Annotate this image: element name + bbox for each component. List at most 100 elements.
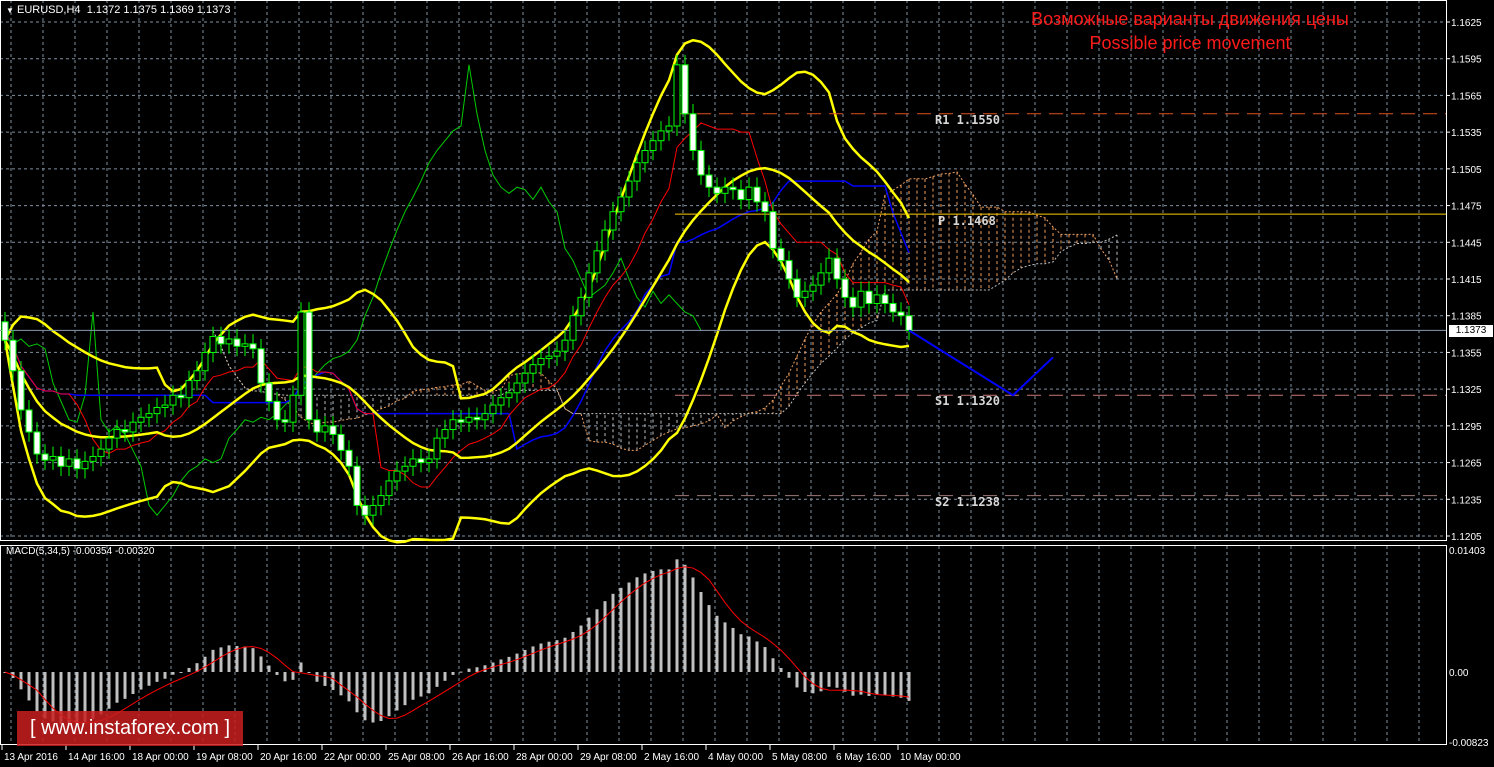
level-label-s1: S1 1.1320 <box>935 394 1001 408</box>
macd-histogram-bar <box>819 672 823 692</box>
macd-histogram-bar <box>331 672 335 691</box>
macd-histogram-bar <box>643 573 647 672</box>
macd-histogram-bar <box>523 649 527 672</box>
macd-histogram-bar <box>635 577 639 672</box>
title-line-1: Возможные варианты движения цены <box>1031 9 1349 29</box>
macd-histogram-bar <box>579 625 583 672</box>
macd-histogram-bar <box>291 672 295 680</box>
senkou-span-a <box>212 171 1118 451</box>
macd-histogram-bar <box>107 672 111 709</box>
macd-histogram-bar <box>707 605 711 672</box>
macd-histogram-bar <box>243 646 247 672</box>
macd-histogram-bar <box>235 646 239 672</box>
candle-body <box>537 358 545 366</box>
macd-histogram-bar <box>627 582 631 672</box>
macd-histogram-bar <box>467 668 471 672</box>
candle-body <box>705 174 713 188</box>
macd-histogram-bar <box>763 647 767 672</box>
candle-body <box>665 125 673 132</box>
macd-histogram-bar <box>83 672 87 722</box>
symbol-label: EURUSD,H4 <box>16 4 81 16</box>
candle-body <box>857 290 865 308</box>
macd-histogram-bar <box>603 601 607 672</box>
candle-body <box>193 370 201 382</box>
triangle-down-icon[interactable]: ▼ <box>6 6 14 15</box>
candle-body <box>89 455 97 462</box>
candle-body <box>329 425 337 435</box>
candle-body <box>585 272 593 298</box>
macd-histogram-bar <box>187 667 191 672</box>
candle-body <box>369 504 377 516</box>
macd-histogram-bar <box>91 672 95 719</box>
macd-histogram-bar <box>907 672 911 701</box>
candle-body <box>849 296 857 308</box>
main-pane-frame <box>0 0 1447 541</box>
macd-histogram-bar <box>723 622 727 672</box>
macd-pane-frame <box>0 545 1447 745</box>
price-tick-label: 1.1475 <box>1451 202 1482 213</box>
macd-histogram-bar <box>323 672 327 686</box>
macd-histogram-bar <box>459 671 463 673</box>
macd-histogram-bar <box>435 672 439 687</box>
kijun-sen <box>4 180 910 451</box>
candle-body <box>785 260 793 280</box>
instaforex-watermark[interactable]: [ www.instaforex.com ] <box>17 711 243 746</box>
candle-body <box>441 429 449 439</box>
price-tick-label: 1.1415 <box>1451 275 1482 286</box>
macd-histogram-bar <box>75 672 79 725</box>
candle-body <box>241 343 249 347</box>
macd-histogram-bar <box>267 665 271 672</box>
candle-body <box>209 336 217 353</box>
price-tick-label: 1.1445 <box>1451 238 1482 249</box>
level-label-p: P 1.1468 <box>938 214 996 228</box>
candle-body <box>169 394 177 406</box>
candle-body <box>521 372 529 384</box>
macd-histogram-bar <box>283 672 287 682</box>
candle-body <box>41 453 49 461</box>
candle-body <box>721 186 729 194</box>
macd-histogram-bar <box>651 570 655 672</box>
macd-histogram-bar <box>539 643 543 672</box>
candle-body <box>345 449 353 467</box>
candle-body <box>417 458 425 464</box>
macd-histogram-bar <box>835 672 839 688</box>
time-tick-label: 2 May 16:00 <box>644 752 699 763</box>
ohlc-readout: 1.1372 1.1375 1.1369 1.1373 <box>86 4 231 16</box>
candle-body <box>313 419 321 433</box>
macd-histogram-bar <box>787 672 791 678</box>
candle-body <box>737 189 745 200</box>
macd-histogram-bar <box>827 672 831 687</box>
candle-body <box>673 64 681 127</box>
candle-body <box>761 201 769 213</box>
candle-body <box>385 480 393 497</box>
candle-body <box>553 350 561 357</box>
macd-histogram-bar <box>659 569 663 672</box>
macd-histogram-bar <box>419 672 423 697</box>
macd-histogram-bar <box>299 662 303 672</box>
macd-histogram-bar <box>547 641 551 672</box>
macd-histogram-bar <box>899 672 903 698</box>
candle-body <box>49 455 57 461</box>
candle-body <box>121 429 129 433</box>
time-tick-label: 10 May 00:00 <box>900 752 961 763</box>
candle-body <box>25 409 33 433</box>
candle-body <box>409 458 417 467</box>
candle-body <box>449 419 457 431</box>
macd-histogram-bar <box>691 577 695 672</box>
time-tick-label: 13 Apr 2016 <box>4 752 58 763</box>
chikou-span <box>4 64 702 516</box>
candle-body <box>793 278 801 298</box>
macd-histogram-bar <box>731 627 735 672</box>
macd-histogram-bar <box>451 672 455 675</box>
macd-histogram-bar <box>587 617 591 672</box>
candle-body <box>713 186 721 194</box>
candle-body <box>633 162 641 182</box>
candle-body <box>105 437 113 450</box>
macd-histogram-bar <box>27 672 31 701</box>
candle-body <box>377 495 385 506</box>
candle-body <box>81 460 89 470</box>
price-tick-label: 1.1295 <box>1451 422 1482 433</box>
time-tick-label: 5 May 08:00 <box>772 752 827 763</box>
